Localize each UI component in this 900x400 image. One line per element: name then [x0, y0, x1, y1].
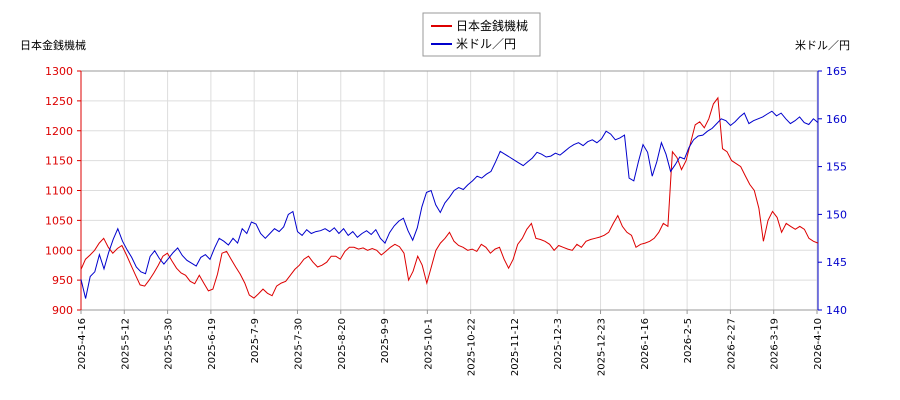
- legend-label-nikkin: 日本金銭機械: [456, 18, 528, 33]
- left-tick-label: 1250: [45, 95, 73, 108]
- x-tick-label: 2026-2-5: [683, 318, 694, 363]
- series-line-nikkin: [80, 96, 819, 299]
- left-tick-label: 1100: [45, 185, 73, 198]
- left-axis-label: 日本金銭機械: [20, 38, 86, 52]
- x-tick-label: 2025-9-9: [380, 318, 391, 363]
- right-tick-label: 155: [826, 161, 847, 174]
- x-tick-label: 2026-1-16: [640, 318, 651, 370]
- x-axis-ticks: 2025-4-16 2025-5-12 2025-5-30 2025-6-19 2025…: [77, 310, 824, 376]
- left-tick-label: 1150: [45, 155, 73, 168]
- right-axis-label: 米ドル／円: [795, 39, 850, 52]
- right-axis-ticks: 140 145 150 155 160 165: [818, 65, 847, 317]
- x-tick-label: 2025-7-30: [293, 318, 304, 370]
- legend-box: [422, 12, 541, 57]
- right-tick-label: 160: [826, 113, 847, 126]
- left-tick-label: 1200: [45, 125, 73, 138]
- left-tick-label: 1300: [45, 65, 73, 78]
- left-tick-label: 950: [52, 274, 73, 287]
- right-tick-label: 140: [826, 304, 847, 317]
- x-tick-label: 2025-10-22: [467, 318, 478, 376]
- x-tick-label: 2026-2-27: [726, 318, 737, 370]
- x-tick-label: 2025-10-1: [423, 318, 434, 370]
- gridlines: [80, 70, 818, 311]
- legend-label-usdjpy: 米ドル／円: [456, 37, 516, 51]
- x-tick-label: 2025-11-12: [510, 318, 521, 376]
- left-tick-label: 900: [52, 304, 73, 317]
- x-tick-label: 2025-12-3: [553, 318, 564, 370]
- right-tick-label: 165: [826, 65, 847, 78]
- x-tick-label: 2025-8-20: [337, 318, 348, 370]
- series-layer: [80, 96, 819, 299]
- x-tick-label: 2025-12-23: [597, 318, 608, 376]
- series-line-usdjpy: [80, 110, 819, 299]
- right-tick-label: 145: [826, 256, 847, 269]
- x-tick-label: 2025-4-16: [77, 318, 88, 370]
- x-tick-label: 2025-7-9: [250, 318, 261, 363]
- x-tick-label: 2025-5-30: [164, 318, 175, 370]
- x-tick-label: 2025-5-12: [120, 318, 131, 370]
- legend: 日本金銭機械 米ドル／円: [422, 12, 541, 57]
- left-axis-ticks: 900 950 1000 1050 1100 1150 1200 1250 1300: [45, 65, 81, 317]
- left-tick-label: 1050: [45, 214, 73, 227]
- x-tick-label: 2025-6-19: [207, 318, 218, 370]
- x-tick-label: 2026-3-19: [770, 318, 781, 370]
- x-tick-label: 2026-4-10: [813, 318, 824, 370]
- right-tick-label: 150: [826, 208, 847, 221]
- left-tick-label: 1000: [45, 244, 73, 257]
